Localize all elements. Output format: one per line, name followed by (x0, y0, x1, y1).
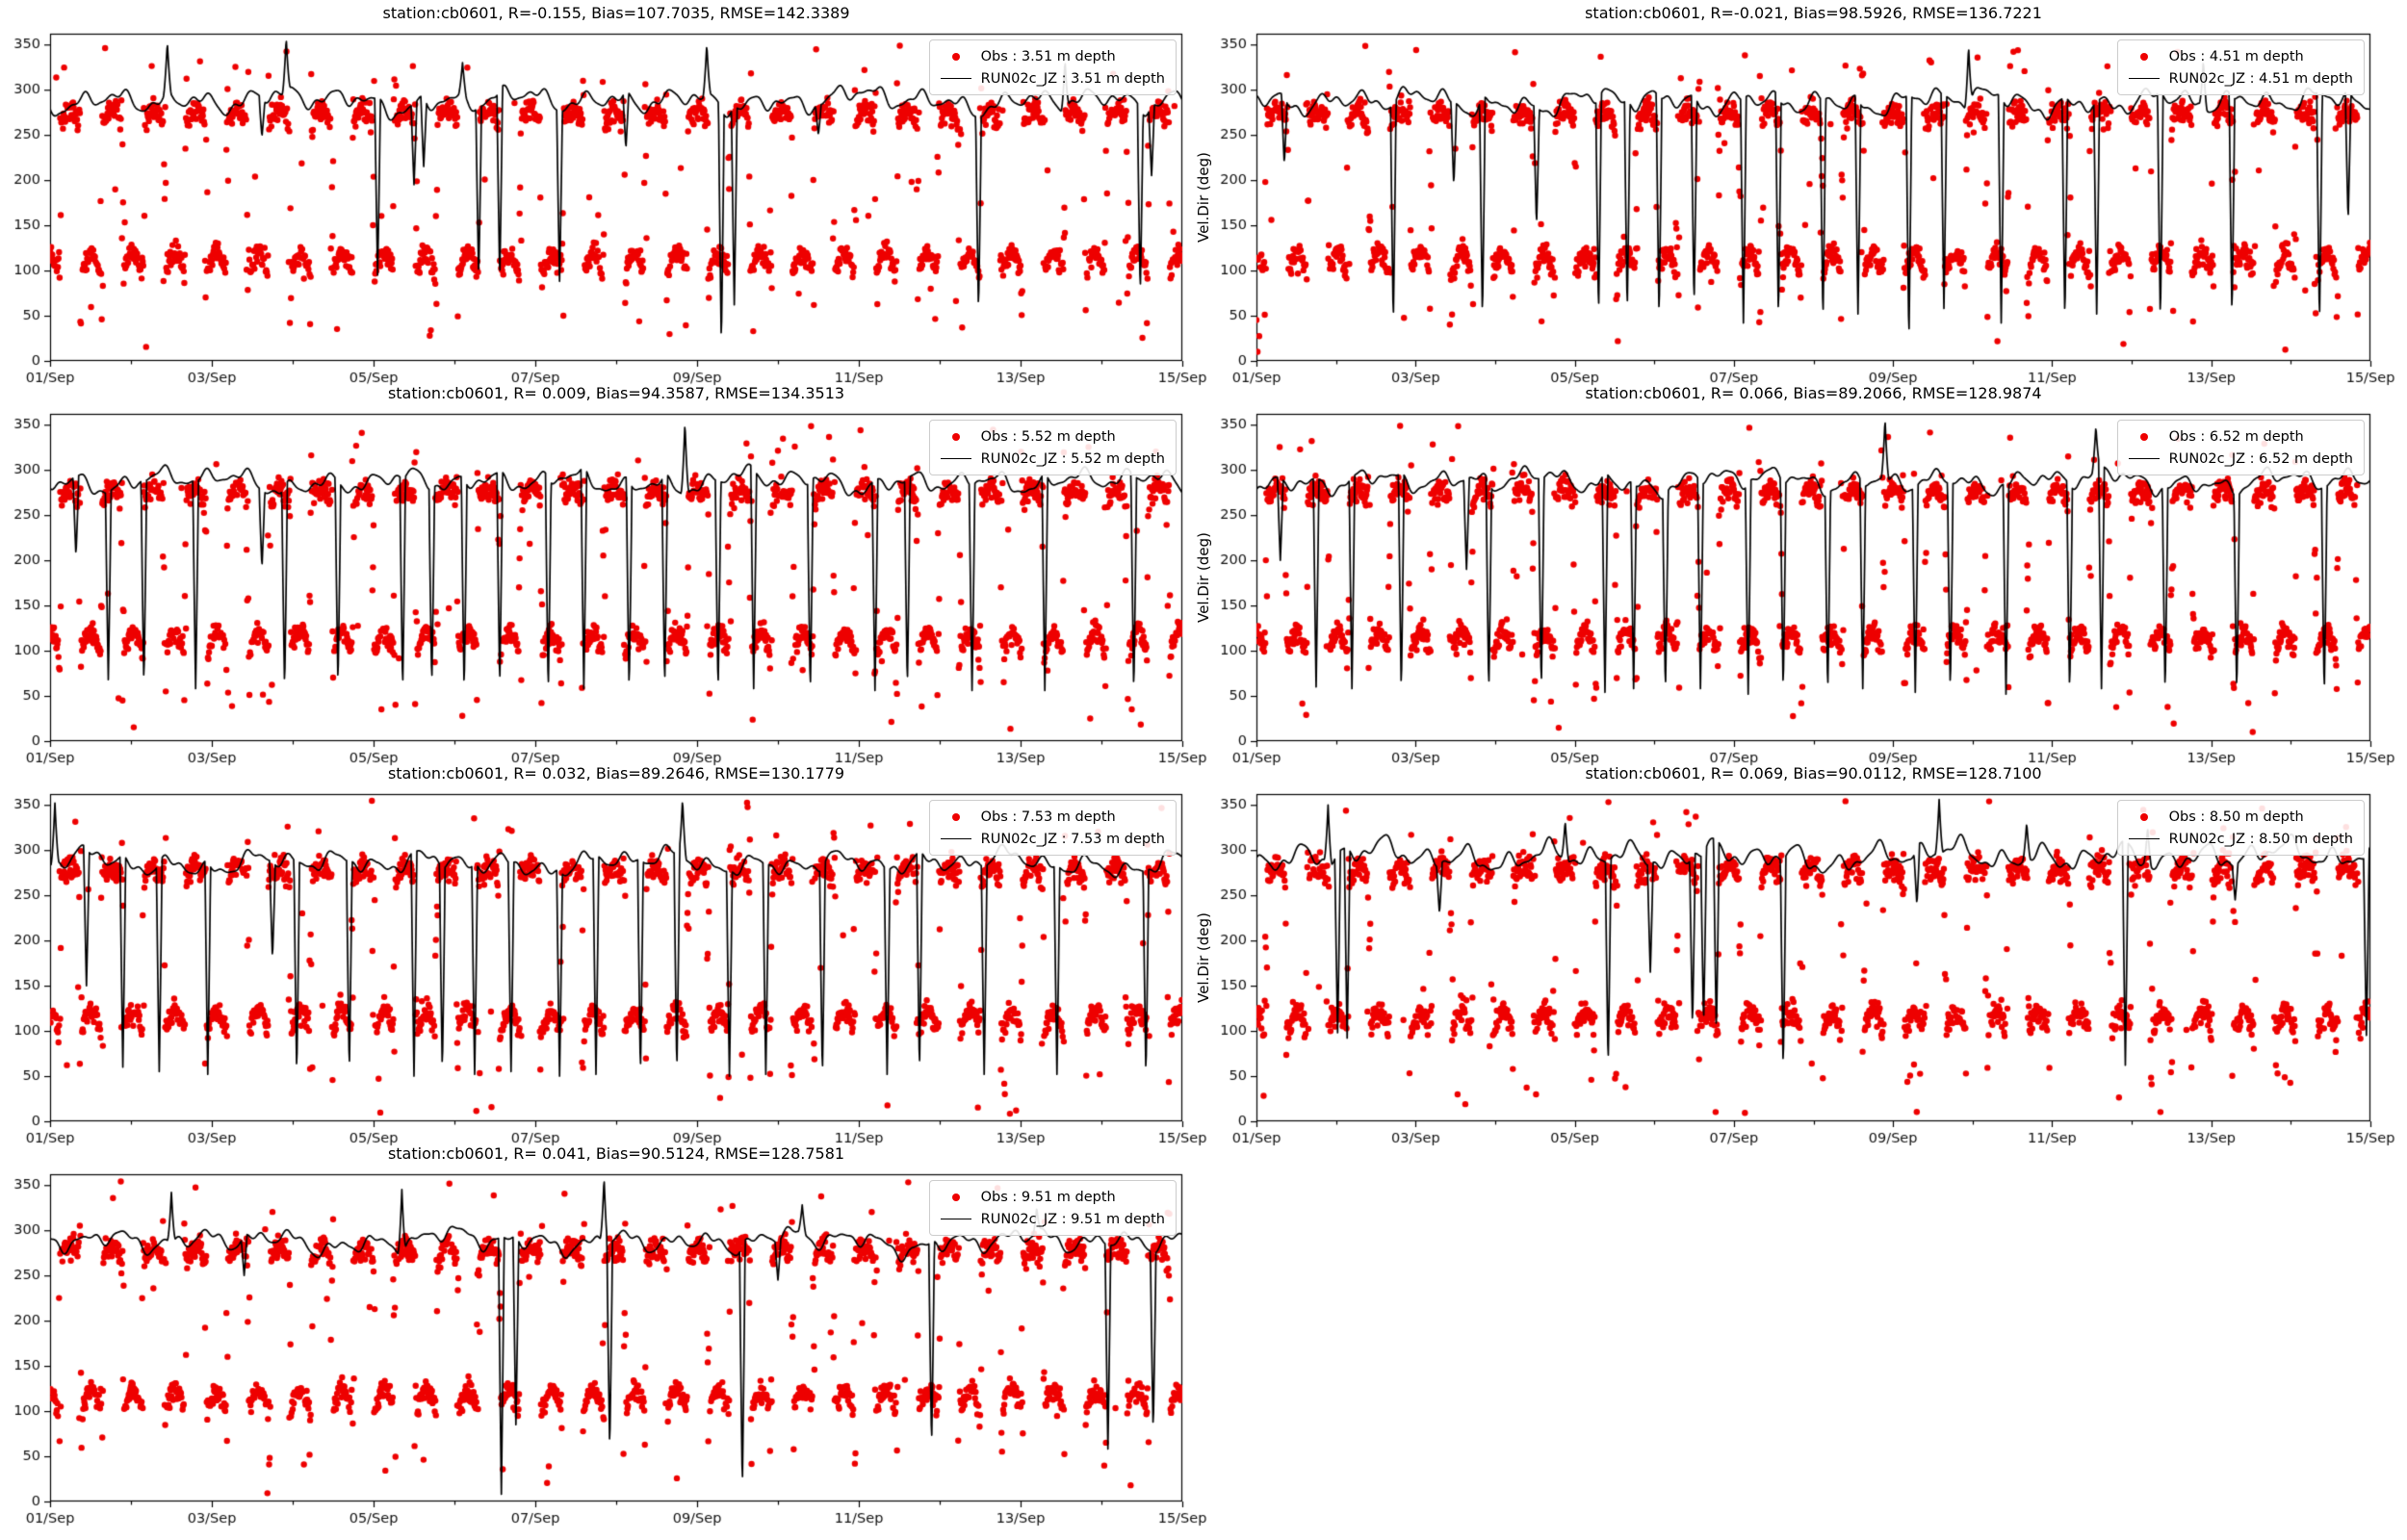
obs-marker-icon (939, 1193, 973, 1201)
subplot-depth-3.51m: station:cb0601, R=-0.155, Bias=107.7035,… (0, 4, 1221, 399)
legend-obs-label: Obs : 3.51 m depth (980, 48, 1116, 64)
subplot-depth-9.51m: station:cb0601, R= 0.041, Bias=90.5124, … (0, 1144, 1221, 1540)
obs-marker-icon (2127, 52, 2161, 61)
model-line-icon (939, 838, 973, 839)
obs-marker-icon (2127, 812, 2161, 821)
legend-model-label: RUN02c_JZ : 3.51 m depth (980, 70, 1165, 87)
chart-title: station:cb0601, R=-0.021, Bias=98.5926, … (1585, 4, 2042, 22)
y-axis-label: Vel.Dir (deg) (1195, 912, 1212, 1003)
subplot-depth-6.52m: station:cb0601, R= 0.066, Bias=89.2066, … (1195, 384, 2407, 780)
legend-model-label: RUN02c_JZ : 8.50 m depth (2168, 831, 2353, 847)
legend-model-label: RUN02c_JZ : 9.51 m depth (980, 1211, 1165, 1227)
chart-title: station:cb0601, R=-0.155, Bias=107.7035,… (382, 4, 850, 22)
subplot-depth-7.53m: station:cb0601, R= 0.032, Bias=89.2646, … (0, 764, 1221, 1160)
legend-model-label: RUN02c_JZ : 7.53 m depth (980, 831, 1165, 847)
chart-title: station:cb0601, R= 0.066, Bias=89.2066, … (1585, 384, 2042, 402)
legend-obs-label: Obs : 8.50 m depth (2168, 808, 2304, 825)
legend-entry-obs: Obs : 5.52 m depth (939, 425, 1165, 448)
legend: Obs : 8.50 m depth RUN02c_JZ : 8.50 m de… (2116, 800, 2365, 856)
legend: Obs : 7.53 m depth RUN02c_JZ : 7.53 m de… (928, 800, 1177, 856)
subplot-depth-4.51m: station:cb0601, R=-0.021, Bias=98.5926, … (1195, 4, 2407, 399)
legend-model-label: RUN02c_JZ : 6.52 m depth (2168, 450, 2353, 467)
obs-marker-icon (939, 52, 973, 61)
legend-entry-model: RUN02c_JZ : 9.51 m depth (939, 1208, 1165, 1230)
chart-title: station:cb0601, R= 0.069, Bias=90.0112, … (1585, 764, 2042, 783)
subplot-depth-5.52m: station:cb0601, R= 0.009, Bias=94.3587, … (0, 384, 1221, 780)
legend-obs-label: Obs : 5.52 m depth (980, 428, 1116, 445)
legend-entry-obs: Obs : 9.51 m depth (939, 1186, 1165, 1208)
legend-entry-model: RUN02c_JZ : 6.52 m depth (2127, 448, 2353, 470)
chart-title: station:cb0601, R= 0.009, Bias=94.3587, … (387, 384, 845, 402)
legend-entry-obs: Obs : 4.51 m depth (2127, 45, 2353, 67)
legend: Obs : 5.52 m depth RUN02c_JZ : 5.52 m de… (928, 420, 1177, 475)
legend: Obs : 6.52 m depth RUN02c_JZ : 6.52 m de… (2116, 420, 2365, 475)
legend-obs-label: Obs : 6.52 m depth (2168, 428, 2304, 445)
model-line-icon (939, 78, 973, 79)
legend-entry-obs: Obs : 8.50 m depth (2127, 806, 2353, 828)
legend-obs-label: Obs : 7.53 m depth (980, 808, 1116, 825)
legend-obs-label: Obs : 4.51 m depth (2168, 48, 2304, 64)
legend: Obs : 4.51 m depth RUN02c_JZ : 4.51 m de… (2116, 39, 2365, 95)
legend-model-label: RUN02c_JZ : 4.51 m depth (2168, 70, 2353, 87)
legend-entry-model: RUN02c_JZ : 8.50 m depth (2127, 828, 2353, 850)
legend-entry-model: RUN02c_JZ : 5.52 m depth (939, 448, 1165, 470)
chart-title: station:cb0601, R= 0.041, Bias=90.5124, … (387, 1144, 845, 1163)
model-line-icon (2127, 458, 2161, 459)
legend: Obs : 3.51 m depth RUN02c_JZ : 3.51 m de… (928, 39, 1177, 95)
obs-marker-icon (939, 812, 973, 821)
chart-title: station:cb0601, R= 0.032, Bias=89.2646, … (387, 764, 845, 783)
legend-entry-model: RUN02c_JZ : 4.51 m depth (2127, 67, 2353, 90)
legend-model-label: RUN02c_JZ : 5.52 m depth (980, 450, 1165, 467)
legend-entry-model: RUN02c_JZ : 3.51 m depth (939, 67, 1165, 90)
y-axis-label: Vel.Dir (deg) (1195, 532, 1212, 623)
subplot-depth-8.50m: station:cb0601, R= 0.069, Bias=90.0112, … (1195, 764, 2407, 1160)
y-axis-label: Vel.Dir (deg) (1195, 152, 1212, 243)
legend-obs-label: Obs : 9.51 m depth (980, 1189, 1116, 1205)
obs-marker-icon (939, 432, 973, 441)
legend: Obs : 9.51 m depth RUN02c_JZ : 9.51 m de… (928, 1180, 1177, 1236)
legend-entry-obs: Obs : 6.52 m depth (2127, 425, 2353, 448)
legend-entry-model: RUN02c_JZ : 7.53 m depth (939, 828, 1165, 850)
legend-entry-obs: Obs : 7.53 m depth (939, 806, 1165, 828)
model-line-icon (939, 458, 973, 459)
model-line-icon (2127, 78, 2161, 79)
model-line-icon (2127, 838, 2161, 839)
legend-entry-obs: Obs : 3.51 m depth (939, 45, 1165, 67)
obs-marker-icon (2127, 432, 2161, 441)
